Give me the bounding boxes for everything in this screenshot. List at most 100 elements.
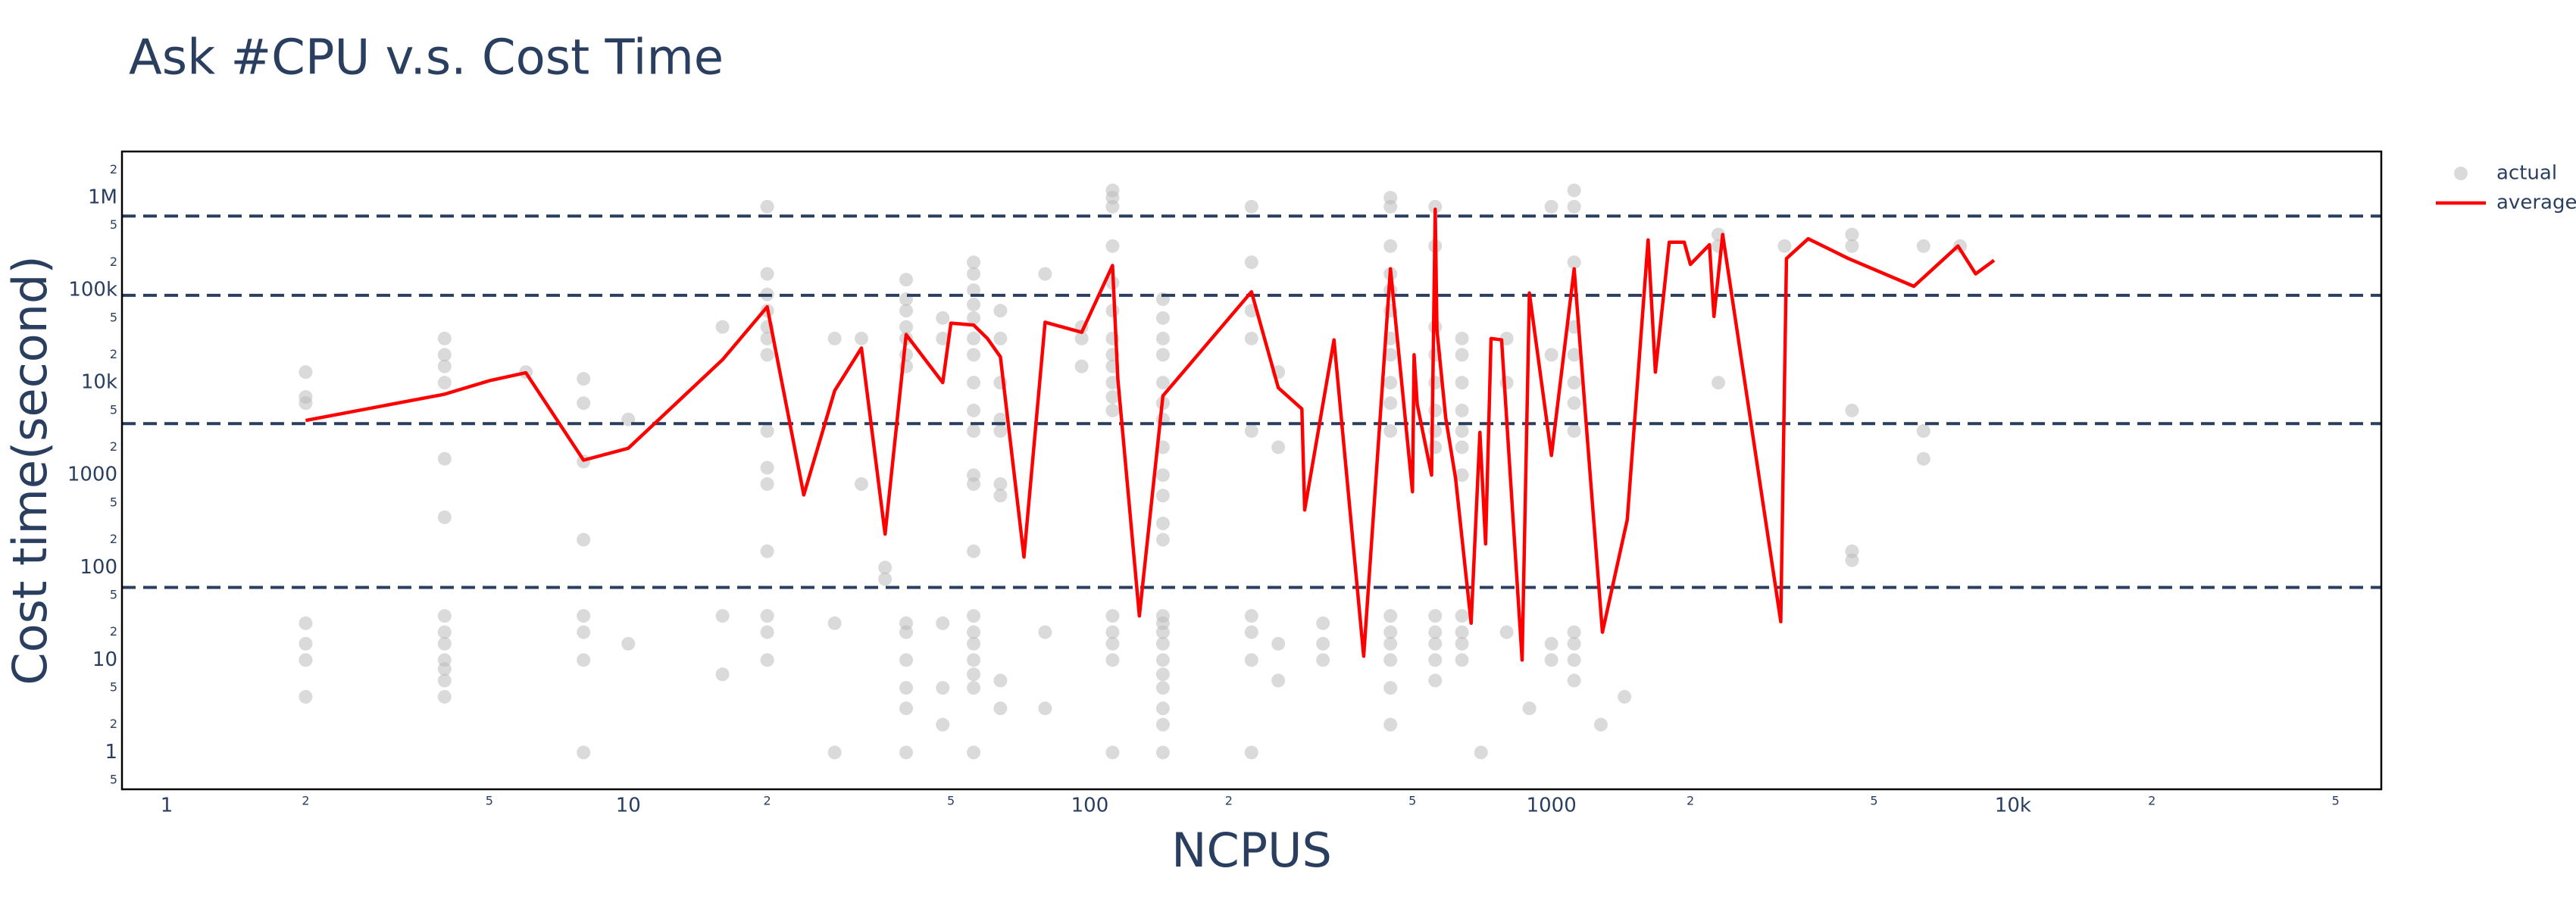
x-tick-label: 1000 — [1527, 795, 1577, 817]
point — [1155, 376, 1170, 390]
point — [1455, 653, 1469, 667]
point — [1155, 517, 1170, 531]
y-tick-label: 5 — [110, 680, 117, 695]
point — [1244, 199, 1258, 214]
point — [967, 609, 981, 623]
point — [1271, 636, 1286, 651]
point — [1845, 239, 1859, 253]
point — [967, 477, 981, 492]
x-tick-label: 5 — [947, 794, 955, 808]
point — [1155, 489, 1170, 503]
point — [1916, 239, 1930, 253]
point — [577, 745, 591, 760]
y-tick-label: 5 — [110, 773, 117, 787]
plot-frame — [120, 150, 2383, 791]
y-tick-label: 100k — [68, 279, 117, 301]
y-tick-label: 1M — [88, 186, 117, 208]
point — [1428, 625, 1443, 639]
point — [1455, 423, 1469, 438]
point — [1567, 673, 1581, 688]
y-tick-label: 2 — [110, 532, 117, 546]
point — [899, 304, 914, 318]
point — [715, 667, 730, 682]
point — [1155, 311, 1170, 325]
point — [967, 376, 981, 390]
point — [1244, 745, 1258, 760]
point — [1428, 403, 1443, 417]
point — [760, 331, 774, 345]
point — [1105, 745, 1120, 760]
y-tick-label: 5 — [110, 588, 117, 602]
point — [1271, 673, 1286, 688]
point — [1038, 625, 1052, 639]
point — [437, 609, 452, 623]
point — [967, 544, 981, 558]
point — [1074, 359, 1089, 373]
x-tick-label: 5 — [1408, 794, 1416, 808]
point — [1593, 717, 1608, 732]
point — [760, 423, 774, 438]
point — [854, 331, 868, 345]
x-tick-label: 10 — [616, 795, 641, 817]
point — [760, 461, 774, 475]
point — [437, 348, 452, 362]
point — [1455, 403, 1469, 417]
point — [1383, 636, 1398, 651]
chart-title: Ask #CPU v.s. Cost Time — [129, 30, 724, 86]
point — [1105, 403, 1120, 417]
point — [1155, 701, 1170, 716]
point — [437, 662, 452, 676]
y-tick-label: 2 — [110, 162, 117, 176]
point — [1383, 239, 1398, 253]
point — [967, 423, 981, 438]
point — [1428, 199, 1443, 214]
point — [827, 331, 842, 345]
point — [967, 255, 981, 270]
point — [1383, 348, 1398, 362]
point — [1916, 423, 1930, 438]
point — [899, 320, 914, 334]
y-tick-label: 2 — [110, 347, 117, 361]
point — [437, 673, 452, 688]
point — [1244, 609, 1258, 623]
point — [1155, 348, 1170, 362]
point — [1428, 609, 1443, 623]
point — [1455, 376, 1469, 390]
point — [1428, 376, 1443, 390]
point — [299, 689, 313, 704]
point — [1155, 636, 1170, 651]
point — [1155, 653, 1170, 667]
point — [1522, 701, 1537, 716]
point — [1155, 440, 1170, 454]
point — [1038, 267, 1052, 281]
point — [715, 320, 730, 334]
point — [993, 673, 1008, 688]
point — [760, 348, 774, 362]
point — [967, 331, 981, 345]
point — [437, 376, 452, 390]
x-tick-label: 5 — [1870, 794, 1877, 808]
point — [1383, 625, 1398, 639]
point — [1455, 625, 1469, 639]
point — [437, 359, 452, 373]
y-tick-label: 5 — [110, 310, 117, 324]
point — [967, 311, 981, 325]
point — [1383, 423, 1398, 438]
point — [760, 199, 774, 214]
x-axis-title: NCPUS — [1171, 823, 1332, 878]
point — [1428, 636, 1443, 651]
y-tick-label: 5 — [110, 402, 117, 417]
point — [936, 717, 950, 732]
y-tick-label: 10 — [92, 648, 117, 671]
point — [1155, 468, 1170, 483]
y-tick-label: 2 — [110, 717, 117, 731]
point — [899, 625, 914, 639]
y-tick-label: 5 — [110, 217, 117, 232]
point — [1271, 440, 1286, 454]
y-tick-label: 100 — [80, 556, 117, 579]
legend-marker — [2454, 167, 2468, 180]
point — [1544, 636, 1558, 651]
y-tick-label: 1000 — [67, 464, 117, 486]
point — [577, 396, 591, 411]
